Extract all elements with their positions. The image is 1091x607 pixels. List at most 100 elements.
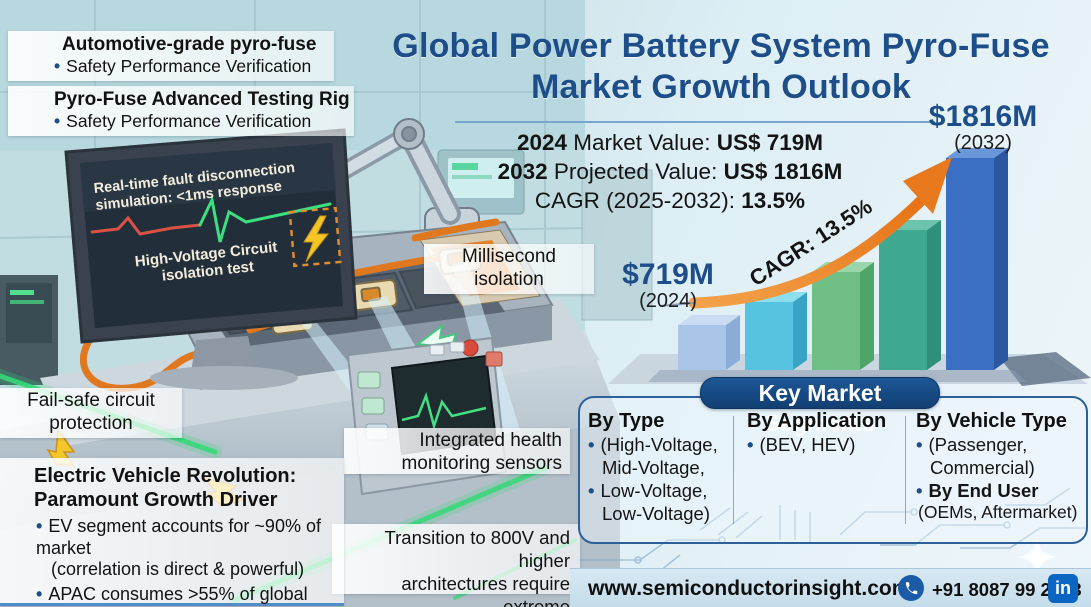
callout-automotive-pyro-fuse: Automotive-grade pyro-fuse • Safety Perfo… — [8, 31, 334, 81]
ev-revolution-block: Electric Vehicle Revolution: Paramount G… — [0, 458, 344, 607]
segment-item-text: (OEMs, Aftermarket) — [918, 502, 1078, 523]
stat-text: Projected Value: — [547, 158, 724, 184]
title-underline — [455, 121, 935, 123]
stat-2032: 2032 Projected Value: US$ 1816M — [470, 158, 870, 187]
ev-bullet-text: EV segment accounts for ~90% of market — [36, 516, 321, 558]
stat-cagr: CAGR (2025-2032): 13.5% — [470, 187, 870, 216]
segment-item-text: Mid-Voltage, — [602, 457, 705, 479]
bullet-dot: • — [916, 434, 923, 455]
segment-item-text: By End User — [928, 480, 1039, 502]
segment-item: • (BEV, HEV) — [747, 433, 897, 456]
chart-end-value: $1816M — [928, 100, 1038, 133]
bullet-dot: • — [36, 516, 43, 536]
ev-title-line: Paramount Growth Driver — [34, 489, 278, 511]
label-millisecond-isolation: Millisecond isolation — [424, 244, 594, 294]
bullet-dot: • — [747, 434, 754, 455]
label-failsafe-protection: Fail-safe circuit protection — [0, 388, 182, 438]
linkedin-icon: in — [1048, 574, 1078, 603]
bullet-dot: • — [588, 480, 595, 502]
label-line: isolation — [474, 268, 544, 290]
callout-item-text: Safety Performance Verification — [66, 111, 312, 131]
bullet-dot: • — [54, 56, 61, 76]
bar-segment — [946, 158, 994, 370]
stat-value: US$ 1816M — [723, 158, 843, 184]
bar-segment — [678, 325, 726, 370]
stat-2024: 2024 Market Value: US$ 719M — [470, 129, 870, 158]
bar-segment — [860, 262, 874, 370]
bar-segment — [927, 220, 941, 370]
bullet-dot: • — [916, 480, 923, 502]
stat-text: Market Value: — [567, 130, 717, 155]
growth-bars — [678, 148, 1008, 370]
market-stats: 2024 Market Value: US$ 719M 2032 Project… — [470, 129, 870, 215]
segment-item-text: Commercial) — [930, 457, 1035, 479]
label-line: Fail-safe circuit — [27, 390, 155, 411]
segment-header: By Application — [747, 410, 887, 432]
callout-item: • Safety Performance Verification — [8, 56, 334, 77]
bullet-dot: • — [588, 434, 595, 455]
segment-item: • By End User — [916, 479, 1084, 502]
bar-segment — [946, 148, 1008, 158]
segment-item: • (Passenger, — [916, 433, 1084, 456]
ev-bullet-text: APAC consumes >55% of global fuses — [36, 583, 308, 607]
segment-item-text: Low-Voltage) — [602, 503, 710, 525]
callout-testing-rig: Pyro-Fuse Advanced Testing Rig • Safety P… — [8, 86, 354, 136]
stat-year: 2024 — [516, 130, 568, 155]
ev-title-line: Electric Vehicle Revolution: — [34, 465, 297, 487]
label-line: Millisecond — [462, 246, 556, 267]
label-line: architectures require extreme — [401, 573, 570, 607]
bar-segment — [994, 148, 1008, 370]
bar-segment — [745, 302, 793, 370]
bullet-dot: • — [54, 111, 61, 131]
callout-title: Automotive-grade pyro-fuse — [62, 34, 317, 55]
segments-panel — [578, 396, 1088, 544]
segment-item-text: (Passenger, — [928, 434, 1028, 455]
chart-end-year: (2032) — [954, 132, 1012, 154]
bar-segment — [726, 315, 740, 370]
bar-segment — [879, 230, 927, 370]
callout-title: Pyro-Fuse Advanced Testing Rig — [54, 89, 350, 110]
stat-text: CAGR (2025-2032): — [534, 187, 742, 213]
stat-value: US$ 719M — [716, 130, 824, 155]
label-line: protection — [49, 412, 133, 434]
bullet-dot: • — [36, 583, 43, 604]
callout-item: • Safety Performance Verification — [8, 111, 354, 132]
page-title-line: Market Growth Outlook — [530, 68, 912, 107]
circuit-traces — [575, 487, 1088, 576]
chart-start-value: $719M — [622, 258, 714, 291]
segment-header: By Vehicle Type — [916, 410, 1067, 432]
ev-block-title: Electric Vehicle Revolution: Paramount G… — [0, 458, 344, 512]
label-health-sensors: Integrated health monitoring sensors — [344, 428, 570, 474]
callout-item-text: Safety Performance Verification — [66, 56, 312, 76]
footer-bar — [570, 568, 1091, 607]
chart-start-year: (2024) — [639, 290, 697, 312]
bar-segment — [793, 292, 807, 370]
phone-number: +91 8087 99 2013 — [932, 579, 1082, 600]
segments-divider — [733, 416, 734, 524]
label-line: monitoring sensors — [401, 452, 562, 474]
segment-col-type: By Type • (High-Voltage, Mid-Voltage, • Lo… — [588, 410, 728, 526]
ev-bullet-2: •APAC consumes >55% of global fuses (due… — [0, 581, 344, 607]
segment-item-text: (BEV, HEV) — [759, 434, 856, 455]
phone-icon — [898, 575, 924, 601]
label-line: Integrated health — [419, 430, 562, 451]
stat-value: 13.5% — [741, 187, 806, 213]
ev-bullet-1: • EV segment accounts for ~90% of market … — [0, 512, 344, 581]
segment-item-text: (High-Voltage, — [600, 434, 718, 455]
stat-year: 2032 — [497, 158, 548, 184]
segment-item: • Low-Voltage, — [588, 479, 728, 502]
bar-segment — [678, 315, 740, 325]
website-text: www.semiconductorinsight.com — [588, 577, 911, 600]
label-800v-transition: Transition to 800V and higher architectu… — [332, 524, 580, 607]
growth-arrow-icon — [659, 157, 952, 309]
test-monitor — [64, 128, 358, 390]
ev-bullet-text: (correlation is direct & powerful) — [51, 559, 305, 580]
segment-col-application: By Application • (BEV, HEV) — [747, 410, 897, 456]
segment-item: • (High-Voltage, — [588, 433, 728, 456]
bar-segment — [812, 272, 860, 370]
label-line: Transition to 800V and higher — [384, 527, 570, 572]
page-title-line: Global Power Battery System Pyro-Fuse — [392, 27, 1050, 65]
sparkle-icon — [1018, 538, 1056, 576]
lightning-icon — [303, 215, 330, 263]
